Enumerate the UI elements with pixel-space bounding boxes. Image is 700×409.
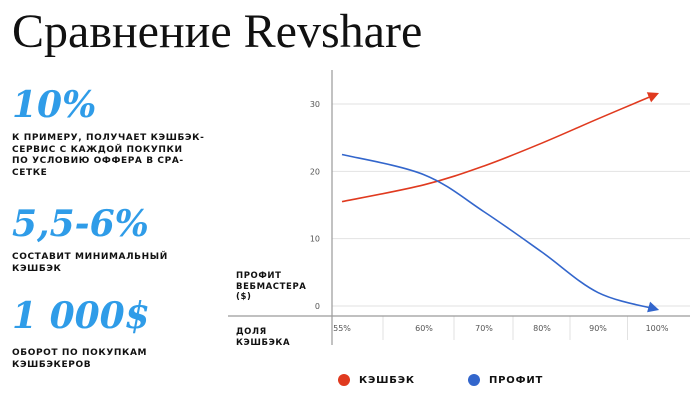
page-title: Сравнение Revshare [12, 5, 423, 58]
x-tick-label: 55% [333, 324, 351, 333]
y-tick-label: 0 [315, 302, 320, 311]
chart-series [341, 92, 660, 313]
y-tick-label: 30 [310, 100, 320, 109]
series-line-cashback [341, 92, 660, 203]
x-tick-label: 90% [589, 324, 607, 333]
x-tick-label: 100% [646, 324, 669, 333]
y-axis-label: ПРОФИТ ВЕБМАСТЕРА ($) [236, 271, 307, 302]
legend-marker-cashback [338, 374, 350, 386]
x-tick-label: 60% [415, 324, 433, 333]
chart-ticks: 0 10 20 30 55% 60% 70% 80% 90% 100% [310, 100, 669, 333]
y-tick-label: 10 [310, 235, 320, 244]
x-tick-label: 80% [533, 324, 551, 333]
stat-value-min-cashback: 5,5-6% [12, 203, 149, 245]
stat-value-turnover: 1 000$ [12, 295, 150, 337]
stat-description-min-cashback: СОСТАВИТ МИНИМАЛЬНЫЙ КЭШБЭК [12, 252, 168, 274]
stat-value-commission: 10% [12, 84, 97, 126]
legend-marker-profit [468, 374, 480, 386]
chart-axes [228, 70, 690, 345]
legend-label-profit: ПРОФИТ [489, 374, 544, 386]
series-line-profit [341, 153, 660, 313]
stat-description-commission: К ПРИМЕРУ, ПОЛУЧАЕТ КЭШБЭК- СЕРВИС С КАЖ… [12, 133, 205, 178]
stat-description-turnover: ОБОРОТ ПО ПОКУПКАМ КЭШБЭКЕРОВ [12, 348, 148, 370]
legend-item-cashback: КЭШБЭК [338, 374, 415, 386]
x-axis-label: ДОЛЯ КЭШБЭКА [236, 327, 291, 348]
chart-grid [332, 103, 690, 340]
legend-label-cashback: КЭШБЭК [359, 374, 415, 386]
legend-item-profit: ПРОФИТ [468, 374, 543, 386]
x-tick-label: 70% [475, 324, 493, 333]
y-tick-label: 20 [310, 167, 320, 176]
